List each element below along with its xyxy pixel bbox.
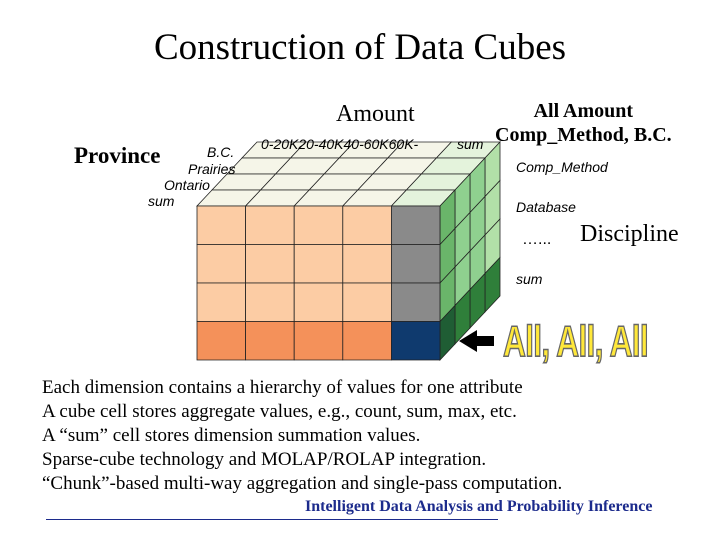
discipline-value-comp-method: Comp_Method	[516, 159, 608, 175]
discipline-value-sum: sum	[516, 271, 543, 287]
all-amount-annotation: All Amount Comp_Method, B.C.	[495, 99, 672, 147]
cube-front-cell	[390, 321, 441, 361]
cube-front-cell	[293, 244, 344, 284]
all-amount-line1: All Amount	[533, 100, 634, 122]
cube-front-cell	[196, 244, 247, 284]
bullet-item: A cube cell stores aggregate values, e.g…	[42, 401, 517, 422]
cube-front-cell	[293, 321, 344, 361]
cube-front-cell	[342, 244, 392, 284]
cube-front-cell	[245, 321, 295, 361]
bullet-item: A “sum” cell stores dimension summation …	[42, 425, 421, 446]
bullet-list: Each dimension contains a hierarchy of v…	[42, 376, 562, 496]
cube-front-cell	[196, 321, 247, 361]
cube-top-face	[196, 141, 501, 207]
province-value-bc: B.C.	[207, 144, 235, 160]
discipline-dimension-label: Discipline	[580, 221, 679, 247]
bullet-item: Sparse-cube technology and MOLAP/ROLAP i…	[42, 449, 487, 470]
cube-front-cell	[390, 205, 441, 245]
cube-front-cell	[342, 321, 392, 361]
amount-value-ranges: 0-20K20-40K40-60K60K-	[261, 136, 419, 152]
cube-front-cell	[245, 282, 295, 322]
discipline-value-database: Database	[516, 199, 576, 215]
all-amount-line2: Comp_Method, B.C.	[495, 124, 672, 146]
bullet-item: Each dimension contains a hierarchy of v…	[42, 377, 523, 398]
cube-front-cell	[342, 205, 392, 245]
province-value-sum: sum	[148, 193, 175, 209]
province-dimension-label: Province	[74, 143, 161, 168]
amount-value-sum: sum	[457, 136, 484, 152]
cube-side-face	[439, 140, 501, 362]
left-arrow-icon	[459, 330, 494, 352]
province-value-ontario: Ontario	[164, 177, 210, 193]
slide-title: Construction of Data Cubes	[153, 27, 567, 68]
footer-rule	[46, 519, 498, 520]
cube-front-cell	[245, 244, 295, 284]
cube-front-cell	[245, 205, 295, 245]
cube-front-cell	[196, 205, 247, 245]
cube-front-cell	[293, 282, 344, 322]
amount-dimension-label: Amount	[336, 101, 415, 127]
cube-front-cell	[390, 244, 441, 284]
footer-text: Intelligent Data Analysis and Probabilit…	[305, 498, 653, 515]
cube-front-cell	[293, 205, 344, 245]
bullet-item: “Chunk”-based multi-way aggregation and …	[42, 473, 563, 494]
cube-front-cell	[390, 282, 441, 322]
cube-front-cell	[342, 282, 392, 322]
cube-front-face	[196, 205, 441, 361]
cube-front-cell	[196, 282, 247, 322]
discipline-value-ellipsis: …...	[522, 231, 552, 248]
all-all-all-label: All, All, All	[502, 316, 649, 367]
province-value-prairies: Prairies	[188, 161, 236, 177]
